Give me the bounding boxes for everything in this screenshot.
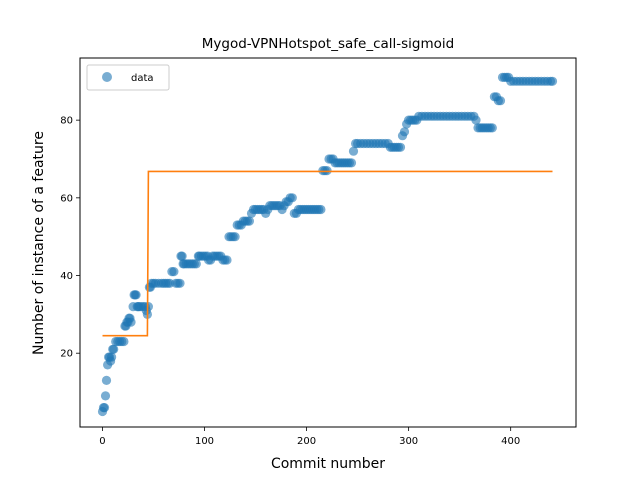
data-point [101,391,110,400]
data-point [144,302,153,311]
data-point [288,193,297,202]
data-point [107,353,116,362]
data-point [119,337,128,346]
data-point [231,232,240,241]
data-point [396,143,405,152]
data-point [245,217,254,226]
y-tick-label: 60 [60,193,73,204]
data-point [126,318,135,327]
x-tick-label: 300 [399,436,418,447]
data-point [109,345,118,354]
data-point [548,77,557,86]
legend-label: data [131,73,154,84]
x-tick-label: 200 [297,436,316,447]
data-point [496,96,505,105]
y-axis-label: Number of instance of a feature [31,131,47,355]
legend-box [87,65,169,90]
chart-title: Mygod-VPNHotspot_safe_call-sigmoid [202,36,454,52]
x-tick-label: 0 [99,436,105,447]
data-point [169,267,178,276]
x-axis-label: Commit number [271,456,385,472]
data-point [316,205,325,214]
data-point [488,123,497,132]
x-tick-label: 100 [195,436,214,447]
y-tick-label: 80 [60,116,73,127]
y-tick-label: 20 [60,349,73,360]
legend-marker [102,72,112,82]
data-point [100,403,109,412]
data-point [347,158,356,167]
data-point [132,290,141,299]
y-tick-label: 40 [60,271,73,282]
x-tick-label: 400 [501,436,520,447]
legend: data [87,65,169,90]
data-point [400,127,409,136]
data-point [471,116,480,125]
data-point [102,376,111,385]
data-point [178,252,187,261]
data-point [175,279,184,288]
data-point [222,255,231,264]
